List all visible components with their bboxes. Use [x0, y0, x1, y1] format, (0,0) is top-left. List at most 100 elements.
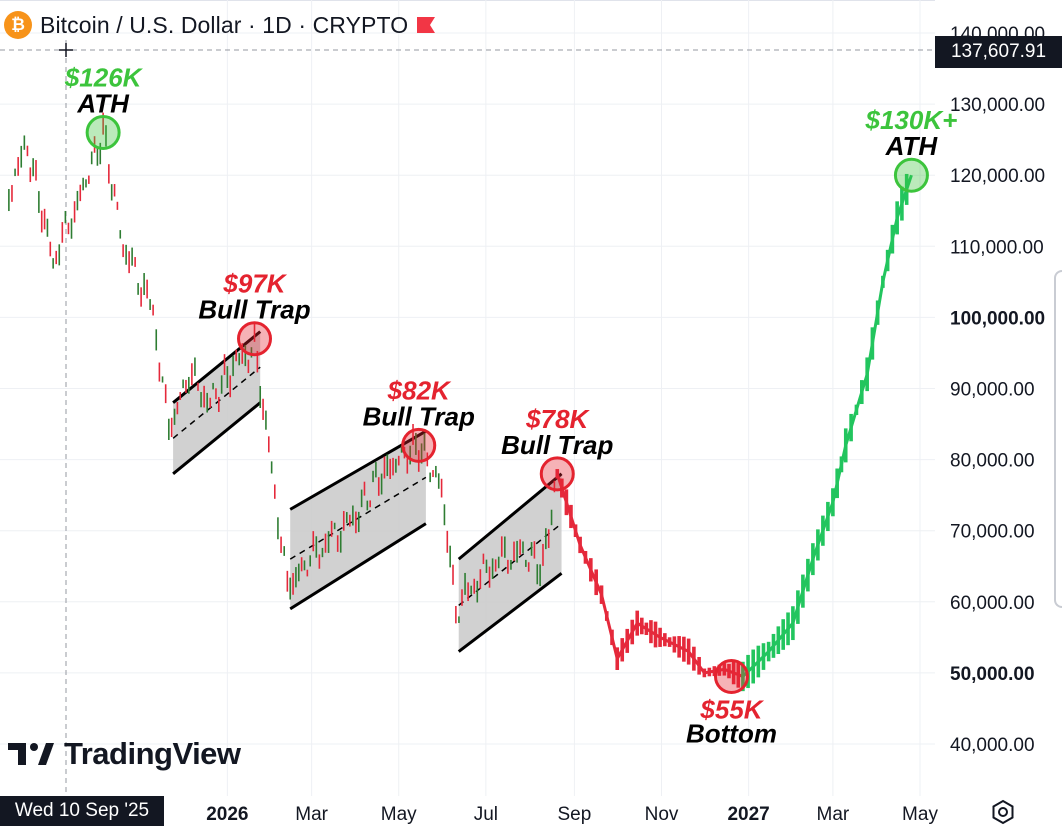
price-candle: [821, 515, 825, 546]
crosshair-cursor-icon: [59, 43, 73, 58]
price-candle: [692, 646, 696, 671]
channel-upper-line: [457, 472, 563, 561]
price-candle: [731, 661, 736, 685]
y-tick-label: 90,000.00: [950, 380, 1035, 401]
price-scale-handle[interactable]: [1054, 270, 1062, 608]
y-tick-label: 100,000.00: [950, 308, 1045, 329]
price-candle: [766, 641, 771, 662]
annotation-price: $126K: [64, 63, 144, 93]
price-candle: [843, 428, 848, 463]
y-tick-label: 130,000.00: [950, 95, 1045, 116]
symbol-title[interactable]: Bitcoin / U.S. Dollar · 1D · CRYPTO: [40, 11, 409, 38]
bitcoin-icon: ₿: [4, 11, 32, 39]
price-candle: [727, 663, 731, 679]
price-candle: [712, 666, 717, 677]
price-candle: [722, 663, 727, 676]
channel-lower-line: [172, 401, 262, 475]
price-candle: [672, 636, 677, 653]
price-candle: [870, 327, 875, 360]
x-tick-label: Jul: [474, 804, 498, 825]
price-candle: [644, 622, 649, 636]
y-tick-label: 60,000.00: [950, 593, 1035, 614]
price-candle: [835, 468, 839, 499]
highlight-circle: [401, 427, 437, 463]
y-tick-label: 40,000.00: [950, 735, 1035, 756]
y-tick-label: 110,000.00: [950, 237, 1044, 258]
tradingview-branding: TradingView: [8, 736, 241, 772]
price-candle: [816, 529, 820, 561]
price-candle: [578, 536, 582, 554]
channel-lower-line: [289, 522, 427, 611]
price-candle: [881, 275, 885, 288]
channel-fill: [458, 473, 562, 652]
channel-midline: [172, 366, 261, 439]
highlight-circle: [893, 157, 929, 193]
settings-icon[interactable]: [990, 799, 1016, 825]
price-candle: [658, 627, 662, 647]
price-candle: [736, 661, 741, 688]
price-candle: [697, 656, 701, 675]
x-tick-label: 2027: [727, 804, 769, 825]
price-candle: [895, 201, 899, 235]
y-tick-label: 80,000.00: [950, 451, 1035, 472]
price-candle: [831, 488, 835, 517]
price-candle: [741, 661, 745, 692]
annotation-label: Bottom: [686, 718, 777, 748]
highlight-circle: [237, 321, 273, 357]
price-candle: [610, 629, 614, 646]
last-price-badge: 137,607.91: [935, 36, 1062, 68]
price-candle: [640, 617, 644, 635]
price-candle: [811, 543, 815, 576]
tradingview-wordmark: TradingView: [64, 736, 241, 771]
price-candle: [849, 413, 853, 442]
price-candle: [875, 300, 880, 325]
price-candle: [589, 558, 593, 582]
price-candle: [717, 664, 722, 676]
x-tick-label: May: [381, 804, 417, 825]
crosshair-date-label: Wed 10 Sep '25: [0, 796, 164, 826]
annotation-price: $97K: [222, 269, 287, 299]
price-candle: [564, 489, 569, 516]
price-candle: [653, 621, 658, 648]
x-tick-label: 2026: [206, 804, 248, 825]
price-candle: [667, 637, 672, 647]
price-candle: [791, 606, 795, 641]
price-candle: [781, 619, 785, 650]
y-tick-label: 50,000.00: [950, 664, 1035, 685]
price-candle: [682, 636, 686, 662]
price-axis[interactable]: [935, 0, 1062, 826]
plot-area[interactable]: [0, 0, 935, 796]
channel-upper-line: [172, 330, 262, 404]
price-candle: [771, 633, 776, 658]
price-candle: [796, 590, 800, 624]
flag-icon[interactable]: [416, 16, 436, 34]
x-tick-label: Mar: [295, 804, 328, 825]
highlight-circle: [85, 115, 121, 151]
price-candle: [826, 501, 830, 532]
price-candle: [786, 612, 790, 646]
price-candle: [620, 638, 625, 662]
annotation-label: Bull Trap: [501, 430, 613, 460]
tradingview-logo-icon: [8, 743, 54, 765]
price-candle: [555, 469, 560, 479]
price-candle: [776, 626, 781, 655]
price-line: [741, 174, 913, 678]
price-candle: [702, 668, 707, 678]
price-candle: [594, 569, 598, 596]
price-candle: [890, 224, 895, 254]
annotation-price: $82K: [387, 375, 452, 405]
highlight-circle: [539, 456, 575, 492]
annotation-label: Bull Trap: [198, 295, 310, 325]
annotation-label: Bull Trap: [363, 401, 475, 431]
annotation-label: ATH: [885, 131, 939, 161]
price-candle: [751, 649, 755, 684]
price-candle: [900, 186, 904, 221]
price-candle: [573, 524, 578, 538]
price-candle: [569, 504, 573, 529]
price-candle: [583, 550, 588, 564]
symbol-header[interactable]: ₿ Bitcoin / U.S. Dollar · 1D · CRYPTO: [4, 10, 436, 40]
price-candle: [615, 647, 620, 670]
price-candle: [801, 574, 805, 608]
